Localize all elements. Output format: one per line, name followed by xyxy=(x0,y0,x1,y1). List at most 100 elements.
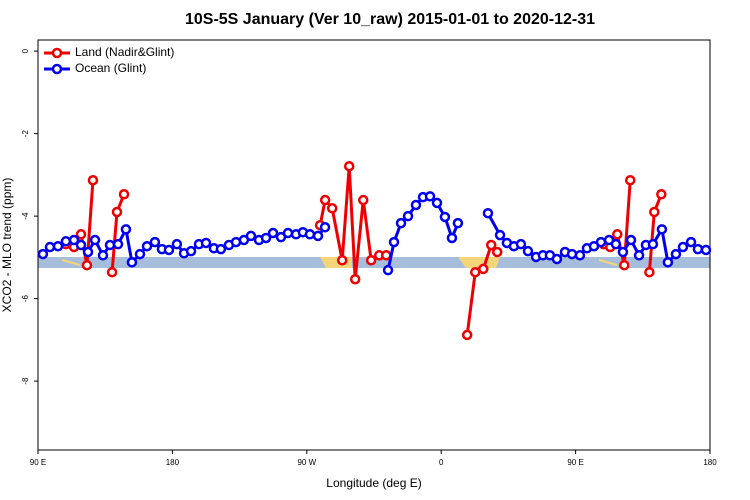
data-point xyxy=(633,250,645,261)
data-point xyxy=(656,189,667,200)
y-tick-label: -2 xyxy=(21,130,30,138)
data-point xyxy=(141,240,153,252)
data-point xyxy=(625,234,637,246)
data-point xyxy=(120,224,132,235)
data-point xyxy=(319,194,331,206)
data-point xyxy=(617,246,629,258)
data-point xyxy=(461,329,473,341)
data-point xyxy=(382,264,394,276)
data-point xyxy=(515,238,527,250)
legend-marker xyxy=(51,63,63,75)
data-point xyxy=(106,266,118,278)
data-point xyxy=(126,257,138,268)
data-point xyxy=(260,232,272,244)
data-point xyxy=(304,229,316,240)
data-point xyxy=(656,224,668,235)
data-point xyxy=(612,229,623,240)
data-point xyxy=(494,229,506,241)
data-point xyxy=(388,236,400,248)
data-point xyxy=(349,273,361,285)
data-point xyxy=(75,229,87,240)
data-point xyxy=(118,189,130,200)
data-point xyxy=(677,241,689,253)
y-axis-label: XCO2 - MLO trend (ppm) xyxy=(0,178,14,313)
data-point xyxy=(357,194,369,206)
data-point xyxy=(215,243,227,255)
data-point xyxy=(326,203,338,214)
data-point xyxy=(267,227,279,239)
data-point xyxy=(402,210,414,222)
x-tick-label: 180 xyxy=(703,458,717,467)
data-point xyxy=(185,245,197,257)
data-point xyxy=(380,250,392,261)
data-point xyxy=(343,160,355,172)
data-point xyxy=(662,257,674,268)
data-point xyxy=(692,243,704,255)
data-point xyxy=(410,199,422,211)
data-point xyxy=(452,217,464,229)
data-point xyxy=(245,230,257,242)
y-tick-label: 0 xyxy=(21,48,30,53)
data-point xyxy=(97,250,109,261)
data-point xyxy=(644,266,655,278)
data-point xyxy=(149,236,161,248)
data-point xyxy=(52,240,64,252)
data-point xyxy=(700,244,712,256)
x-tick-label: 90 W xyxy=(297,458,316,467)
data-point xyxy=(312,230,324,242)
data-point xyxy=(610,238,622,250)
data-point xyxy=(574,250,586,261)
data-point xyxy=(478,263,489,275)
data-point xyxy=(551,253,563,265)
data-point xyxy=(522,245,534,257)
data-point xyxy=(365,255,377,266)
land-strip xyxy=(61,259,81,266)
data-point xyxy=(134,248,146,260)
y-tick-label: -4 xyxy=(21,212,30,220)
data-point xyxy=(89,234,101,246)
data-point xyxy=(649,206,660,218)
land-strip xyxy=(598,259,618,266)
data-point xyxy=(685,236,697,248)
data-point xyxy=(319,222,331,233)
data-point xyxy=(482,207,494,219)
data-point xyxy=(647,238,659,250)
data-point xyxy=(595,236,607,248)
data-point xyxy=(566,248,578,260)
data-point xyxy=(60,236,72,247)
data-point xyxy=(112,238,124,250)
x-tick-label: 180 xyxy=(166,458,180,467)
data-point xyxy=(75,239,87,251)
chart-title: 10S-5S January (Ver 10_raw) 2015-01-01 t… xyxy=(185,11,595,28)
data-point xyxy=(104,239,116,251)
data-point xyxy=(163,244,175,256)
y-tick-label: -8 xyxy=(21,377,30,385)
x-tick-label: 0 xyxy=(439,458,444,467)
data-point xyxy=(37,248,49,260)
data-point xyxy=(68,234,80,246)
data-point xyxy=(44,241,56,253)
data-point xyxy=(439,211,451,223)
land-strip xyxy=(458,257,500,268)
x-tick-label: 90 E xyxy=(567,458,583,467)
data-point xyxy=(424,191,436,202)
data-point xyxy=(446,232,458,244)
data-point xyxy=(111,206,123,218)
y-tick-label: -6 xyxy=(21,295,30,303)
data-point xyxy=(469,266,481,278)
data-point xyxy=(670,248,682,260)
data-point xyxy=(200,237,212,249)
legend-label: Ocean (Glint) xyxy=(75,61,146,75)
x-tick-label: 90 E xyxy=(30,458,46,467)
data-point xyxy=(81,259,93,271)
data-point xyxy=(336,255,348,266)
data-point xyxy=(625,174,636,186)
legend-label: Land (Nadir&Glint) xyxy=(75,45,174,59)
data-point xyxy=(619,259,630,271)
data-point xyxy=(171,238,183,250)
data-point xyxy=(491,246,503,258)
data-point xyxy=(82,246,94,258)
data-point xyxy=(485,239,497,251)
data-point xyxy=(431,197,443,209)
